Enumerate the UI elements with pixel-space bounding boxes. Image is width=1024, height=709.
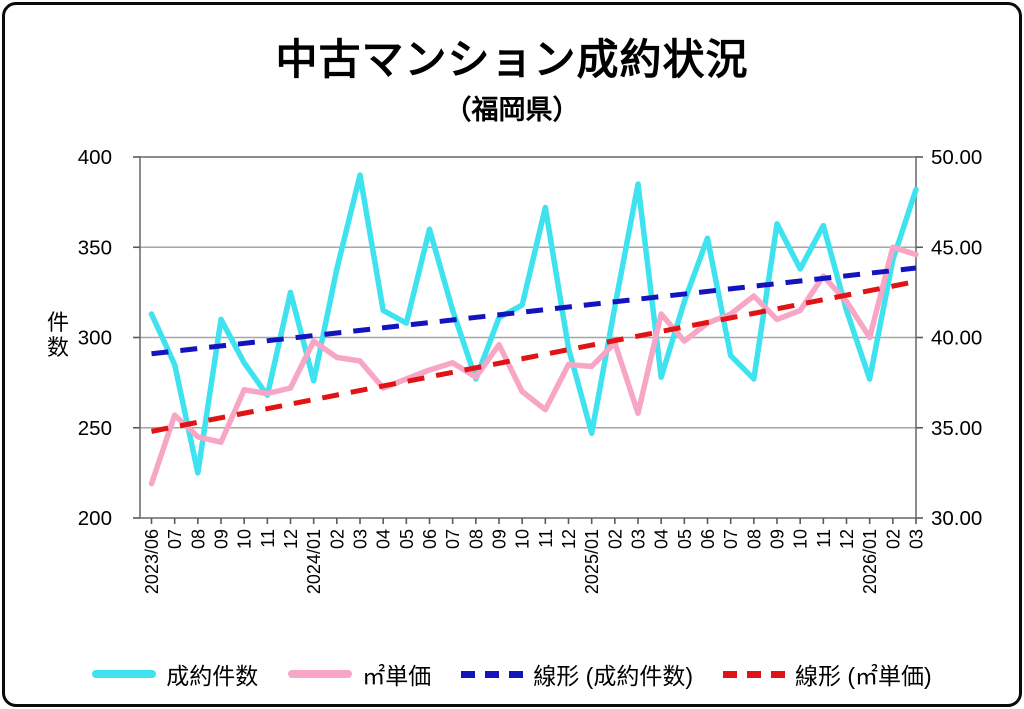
- trend-line-unit-price: [151, 279, 917, 434]
- svg-text:2024/01: 2024/01: [304, 529, 324, 594]
- unit-price-line-swatch: [288, 670, 353, 678]
- svg-text:300: 300: [78, 327, 112, 350]
- svg-text:08: 08: [744, 529, 764, 549]
- svg-text:件: 件: [47, 310, 69, 335]
- trend-line-contracts: [151, 265, 917, 357]
- svg-text:10: 10: [235, 529, 255, 549]
- left-axis-title: 件数: [47, 310, 69, 360]
- svg-text:50.00: 50.00: [931, 146, 982, 169]
- svg-text:02: 02: [883, 529, 903, 549]
- svg-text:08: 08: [466, 529, 486, 549]
- svg-text:11: 11: [258, 529, 278, 548]
- svg-text:40.00: 40.00: [931, 327, 982, 350]
- svg-text:06: 06: [698, 529, 718, 549]
- svg-text:09: 09: [212, 529, 232, 549]
- svg-text:09: 09: [490, 529, 510, 549]
- svg-text:06: 06: [420, 529, 440, 549]
- svg-text:12: 12: [559, 529, 579, 549]
- legend-label-contracts: 成約件数: [166, 663, 259, 689]
- legend-item-unit-price: ㎡単価: [288, 657, 431, 691]
- x-axis-labels: 2023/06 07 08 09 10 11 12 2024/01 02 03 04 05 06 07 08…: [142, 529, 927, 594]
- svg-text:03: 03: [351, 529, 371, 549]
- right-axis-labels: 50.00 45.00 40.00 35.00 30.00: [931, 146, 982, 530]
- svg-text:07: 07: [443, 529, 463, 549]
- svg-text:200: 200: [78, 507, 112, 530]
- svg-text:250: 250: [78, 417, 112, 440]
- svg-text:04: 04: [374, 529, 394, 549]
- legend-item-trend-contracts: 線形 (成約件数): [461, 657, 693, 691]
- chart-legend: 成約件数 ㎡単価 線形 (成約件数) 線形 (㎡単価): [0, 657, 1024, 691]
- chart-title: 中古マンション成約状況: [275, 36, 749, 83]
- svg-text:2023/06: 2023/06: [142, 529, 162, 594]
- svg-text:11: 11: [814, 529, 834, 548]
- svg-text:12: 12: [281, 529, 301, 549]
- svg-text:07: 07: [165, 529, 185, 549]
- svg-text:35.00: 35.00: [931, 417, 982, 440]
- svg-text:2026/01: 2026/01: [860, 529, 880, 594]
- legend-label-unit-price: ㎡単価: [362, 663, 432, 689]
- svg-text:350: 350: [78, 236, 112, 259]
- svg-text:11: 11: [536, 529, 556, 548]
- trend-unit-price-line-swatch: [723, 670, 785, 678]
- svg-text:45.00: 45.00: [931, 236, 982, 259]
- svg-text:10: 10: [791, 529, 811, 549]
- svg-text:03: 03: [629, 529, 649, 549]
- svg-text:400: 400: [78, 146, 112, 169]
- svg-text:03: 03: [907, 529, 927, 549]
- chart-subtitle: （福岡県）: [444, 95, 580, 125]
- svg-text:02: 02: [327, 529, 347, 549]
- legend-label-trend-contracts: 線形 (成約件数): [533, 663, 693, 689]
- svg-text:09: 09: [768, 529, 788, 549]
- svg-text:05: 05: [397, 529, 417, 549]
- svg-text:02: 02: [605, 529, 625, 549]
- svg-text:10: 10: [513, 529, 533, 549]
- left-axis-labels: 400 350 300 250 200: [78, 146, 112, 530]
- unit-price-line: [148, 244, 919, 487]
- svg-text:04: 04: [652, 529, 672, 549]
- svg-text:30.00: 30.00: [931, 507, 982, 530]
- svg-text:2025/01: 2025/01: [582, 529, 602, 594]
- svg-text:07: 07: [721, 529, 741, 549]
- legend-item-contracts: 成約件数: [92, 657, 258, 691]
- contracts-line: [148, 172, 919, 476]
- legend-item-trend-unit-price: 線形 (㎡単価): [723, 657, 932, 691]
- contracts-line-swatch: [92, 670, 157, 678]
- trend-contracts-line-swatch: [461, 670, 524, 678]
- svg-text:08: 08: [188, 529, 208, 549]
- svg-text:12: 12: [837, 529, 857, 549]
- legend-label-trend-unit-price: 線形 (㎡単価): [795, 663, 932, 689]
- axis-ticks: [133, 156, 923, 524]
- svg-text:数: 数: [47, 335, 69, 360]
- svg-text:05: 05: [675, 529, 695, 549]
